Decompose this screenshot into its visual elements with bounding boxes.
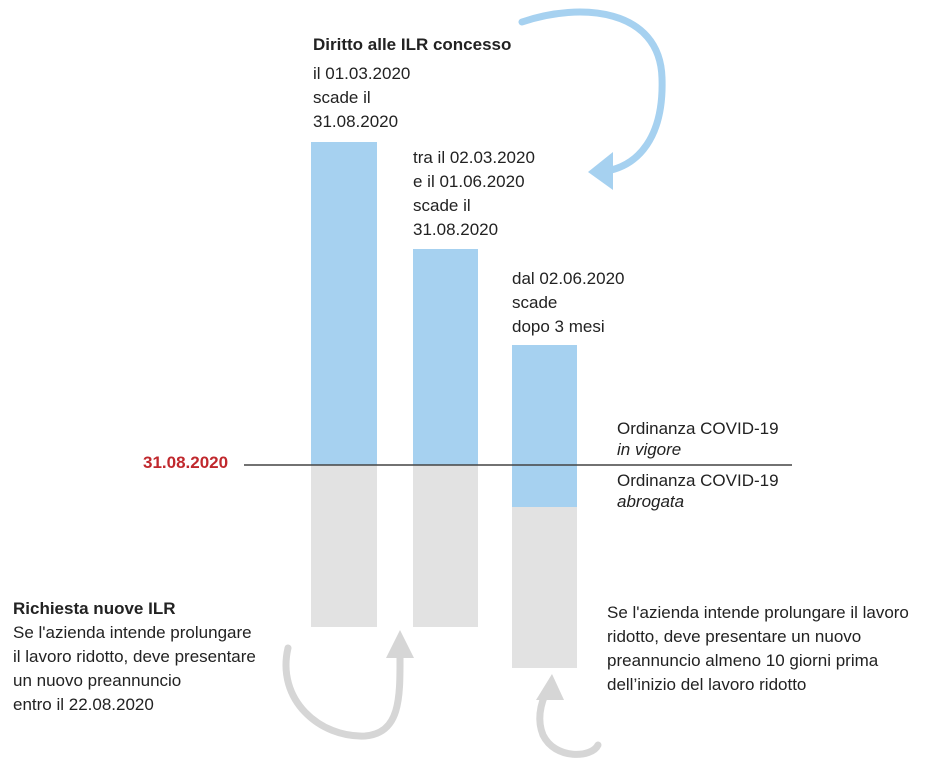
status-in-force-state: in vigore <box>617 440 682 459</box>
status-repealed-title: Ordinanza COVID-19 <box>617 471 779 490</box>
left-note-line: il lavoro ridotto, deve presentare <box>13 647 256 666</box>
right-note-line: Se l'azienda intende prolungare il lavor… <box>607 603 909 622</box>
bar-2-label: tra il 02.03.2020 e il 01.06.2020 scade … <box>413 146 535 242</box>
bar-1-grey <box>311 465 377 627</box>
status-repealed-state: abrogata <box>617 492 685 511</box>
right-note: Se l'azienda intende prolungare il lavor… <box>607 601 909 697</box>
right-note-line: dell’inizio del lavoro ridotto <box>607 675 807 694</box>
bar-1-label-line: il 01.03.2020 <box>313 64 411 83</box>
bar-3-label-line: dopo 3 mesi <box>512 317 605 336</box>
curved-arrow-blue-icon <box>518 8 666 190</box>
curved-arrow-grey-right-icon <box>536 674 602 758</box>
left-note-title: Richiesta nuove ILR <box>13 599 176 618</box>
bar-3-label-line: scade <box>512 293 558 312</box>
bar-2-grey <box>413 465 478 627</box>
left-note-line: entro il 22.08.2020 <box>13 695 154 714</box>
bar-2-label-line: 31.08.2020 <box>413 220 499 239</box>
bar-3-label: dal 02.06.2020 scade dopo 3 mesi <box>512 267 625 339</box>
bar-3-blue <box>512 345 577 507</box>
status-in-force: Ordinanza COVID-19 in vigore <box>617 418 779 460</box>
status-in-force-title: Ordinanza COVID-19 <box>617 419 779 438</box>
right-note-line: preannuncio almeno 10 giorni prima <box>607 651 879 670</box>
bar-1-blue <box>311 142 377 465</box>
bar-2-label-line: tra il 02.03.2020 <box>413 148 535 167</box>
bar-2-label-line: e il 01.06.2020 <box>413 172 525 191</box>
right-note-line: ridotto, deve presentare un nuovo <box>607 627 862 646</box>
bar-1-label-line: 31.08.2020 <box>313 112 399 131</box>
bar-3-label-line: dal 02.06.2020 <box>512 269 625 288</box>
bar-1-label-line: scade il <box>313 88 371 107</box>
left-note-line: Se l'azienda intende prolungare <box>13 623 252 642</box>
left-note: Richiesta nuove ILR Se l'azienda intende… <box>13 597 256 717</box>
curved-arrow-grey-left-icon <box>282 630 414 740</box>
reference-date: 31.08.2020 <box>143 453 229 472</box>
bar-1-label: il 01.03.2020 scade il 31.08.2020 <box>313 62 410 134</box>
bar-2-label-line: scade il <box>413 196 471 215</box>
status-repealed: Ordinanza COVID-19 abrogata <box>617 470 779 512</box>
bar-2-blue <box>413 249 478 465</box>
heading: Diritto alle ILR concesso <box>313 35 512 54</box>
bar-3-grey <box>512 507 577 668</box>
left-note-line: un nuovo preannuncio <box>13 671 182 690</box>
